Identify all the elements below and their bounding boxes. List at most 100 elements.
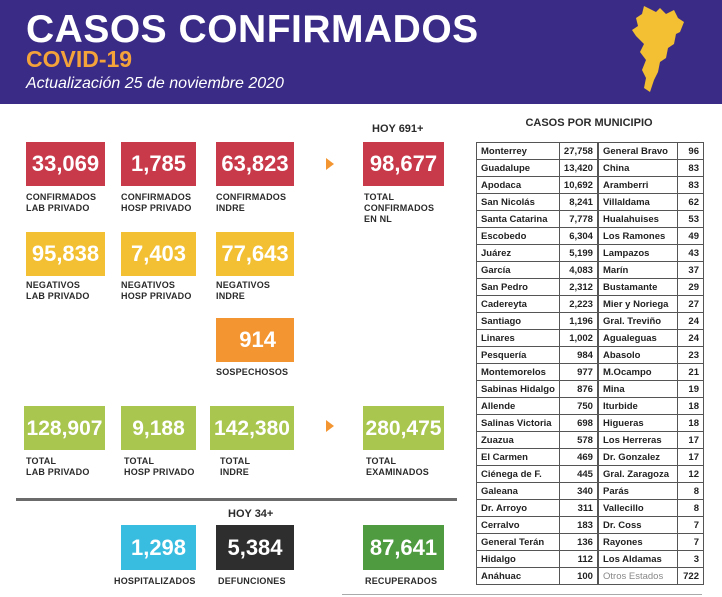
- municipio-name: Linares: [476, 329, 560, 347]
- table-row: Vallecillo 8: [597, 499, 704, 517]
- hoy-confirmados-label: HOY 691+: [372, 123, 424, 135]
- municipio-count: 12: [677, 465, 704, 483]
- defunciones-label: DEFUNCIONES: [218, 576, 286, 586]
- municipio-count: 100: [558, 567, 598, 585]
- municipio-name: Montemorelos: [476, 363, 560, 381]
- municipio-count: 469: [558, 448, 598, 466]
- confirmados-hosp-privado-value: 1,785: [121, 142, 196, 186]
- municipio-name: Anáhuac: [476, 567, 560, 585]
- municipio-name: Gral. Zaragoza: [597, 465, 679, 483]
- table-row: Dr. Arroyo 311: [476, 499, 598, 517]
- page-subtitle: COVID-19: [26, 46, 133, 72]
- municipio-count: 23: [677, 346, 704, 364]
- municipio-count: 698: [558, 414, 598, 432]
- table-row: Dr. Gonzalez 17: [597, 448, 704, 466]
- label-line: CONFIRMADOS: [216, 192, 287, 202]
- label-line: TOTAL: [364, 192, 395, 202]
- table-row: Hidalgo 112: [476, 550, 598, 568]
- label-line: CONFIRMADOS: [26, 192, 97, 202]
- municipio-count: 2,223: [558, 295, 598, 313]
- municipio-count: 311: [558, 499, 598, 517]
- table-row: Santa Catarina 7,778: [476, 210, 598, 228]
- label-line: CONFIRMADOS: [364, 203, 435, 213]
- municipio-name: Mier y Noriega: [597, 295, 679, 313]
- municipio-name: Dr. Coss: [597, 516, 679, 534]
- municipio-name: Apodaca: [476, 176, 560, 194]
- defunciones-value: 5,384: [216, 525, 294, 570]
- table-row: M.Ocampo 21: [597, 363, 704, 381]
- municipios-table-left: Monterrey 27,758 Guadalupe 13,420 Apodaca 10,…: [476, 142, 598, 585]
- total-lab-privado-value: 128,907: [24, 406, 105, 450]
- municipio-name: Vallecillo: [597, 499, 679, 517]
- label-line: EN NL: [364, 214, 392, 224]
- confirmados-hosp-privado-label: CONFIRMADOS HOSP PRIVADO: [121, 192, 192, 214]
- municipio-name: Santiago: [476, 312, 560, 330]
- municipio-count: 136: [558, 533, 598, 551]
- table-row: Bustamante 29: [597, 278, 704, 296]
- arrow-right-icon: [326, 158, 334, 170]
- municipio-count: 83: [677, 176, 704, 194]
- table-row: El Carmen 469: [476, 448, 598, 466]
- municipio-name: General Terán: [476, 533, 560, 551]
- total-indre-value: 142,380: [210, 406, 294, 450]
- municipio-count: 29: [677, 278, 704, 296]
- municipio-count: 96: [677, 142, 704, 160]
- municipio-count: 340: [558, 482, 598, 500]
- table-row: Hualahuises 53: [597, 210, 704, 228]
- municipio-name: Zuazua: [476, 431, 560, 449]
- municipio-name: Los Aldamas: [597, 550, 679, 568]
- confirmados-indre-label: CONFIRMADOS INDRE: [216, 192, 286, 214]
- municipio-name: China: [597, 159, 679, 177]
- municipio-name: San Pedro: [476, 278, 560, 296]
- hospitalizados-label: HOSPITALIZADOS: [114, 576, 196, 586]
- table-row: Monterrey 27,758: [476, 142, 598, 160]
- municipios-title: CASOS POR MUNICIPIO: [525, 117, 653, 129]
- municipio-count: 8: [677, 482, 704, 500]
- hospitalizados-value: 1,298: [121, 525, 196, 570]
- municipio-count: 3: [677, 550, 704, 568]
- municipio-count: 5,199: [558, 244, 598, 262]
- municipio-name: Salinas Victoria: [476, 414, 560, 432]
- label-line: LAB PRIVADO: [26, 467, 90, 477]
- municipio-count: 1,196: [558, 312, 598, 330]
- label-line: HOSP PRIVADO: [124, 467, 195, 477]
- municipio-name: García: [476, 261, 560, 279]
- municipio-count: 7: [677, 533, 704, 551]
- label-line: TOTAL: [366, 456, 397, 466]
- header-banner: CASOS CONFIRMADOS COVID-19 Actualización…: [0, 0, 722, 104]
- municipio-count: 17: [677, 431, 704, 449]
- municipio-count: 62: [677, 193, 704, 211]
- section-divider: [16, 498, 457, 501]
- municipio-count: 24: [677, 329, 704, 347]
- municipio-name: Dr. Gonzalez: [597, 448, 679, 466]
- total-examinados-label: TOTAL EXAMINADOS: [366, 456, 429, 478]
- municipio-count: 8,241: [558, 193, 598, 211]
- municipio-count: 445: [558, 465, 598, 483]
- municipio-name: Otros Estados: [597, 567, 679, 585]
- total-confirmados-value: 98,677: [363, 142, 444, 186]
- municipio-count: 43: [677, 244, 704, 262]
- municipio-count: 977: [558, 363, 598, 381]
- table-row: Mier y Noriega 27: [597, 295, 704, 313]
- table-row: Montemorelos 977: [476, 363, 598, 381]
- sospechosos-value: 914: [216, 318, 294, 362]
- table-row: Marín 37: [597, 261, 704, 279]
- label-line: HOSP PRIVADO: [121, 203, 192, 213]
- municipio-name: General Bravo: [597, 142, 679, 160]
- municipio-count: 24: [677, 312, 704, 330]
- municipio-name: Los Ramones: [597, 227, 679, 245]
- municipio-name: Galeana: [476, 482, 560, 500]
- negativos-lab-privado-value: 95,838: [26, 232, 105, 276]
- municipio-name: Abasolo: [597, 346, 679, 364]
- table-row: China 83: [597, 159, 704, 177]
- total-indre-label: TOTAL INDRE: [220, 456, 250, 478]
- confirmados-indre-value: 63,823: [216, 142, 294, 186]
- municipio-count: 6,304: [558, 227, 598, 245]
- municipio-count: 722: [677, 567, 704, 585]
- municipio-count: 1,002: [558, 329, 598, 347]
- table-row: Los Herreras 17: [597, 431, 704, 449]
- municipio-name: M.Ocampo: [597, 363, 679, 381]
- municipio-name: Gral. Treviño: [597, 312, 679, 330]
- table-row: Linares 1,002: [476, 329, 598, 347]
- table-row: Iturbide 18: [597, 397, 704, 415]
